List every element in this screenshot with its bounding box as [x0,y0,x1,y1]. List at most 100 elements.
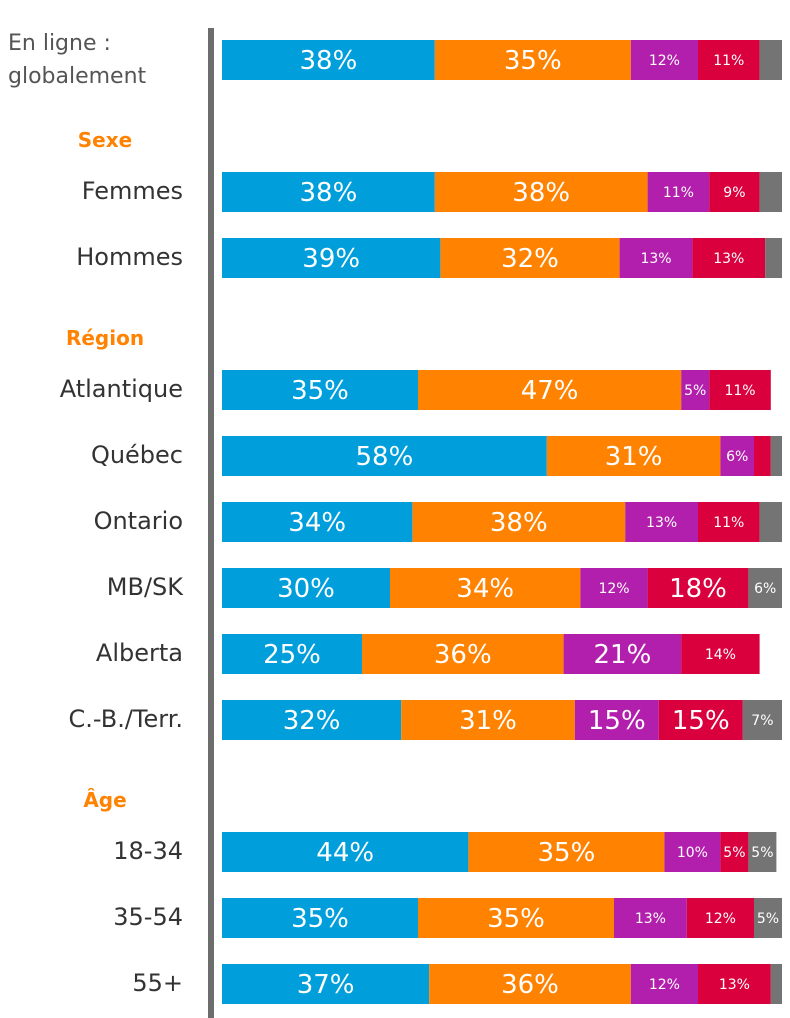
value-label: 30% [277,574,335,604]
value-label: 12% [649,977,680,993]
value-label: 38% [512,178,570,208]
category-label: Femmes [81,177,183,205]
value-label: 7% [751,713,773,729]
bar-segment [222,634,362,674]
value-label: 32% [501,244,559,274]
category-label: 55+ [132,969,183,997]
value-label: 5% [723,845,745,861]
bar-segment [748,568,782,608]
value-label: 11% [713,515,744,531]
value-label: 13% [640,251,671,267]
category-label: 35-54 [113,903,183,931]
value-label: 13% [646,515,677,531]
value-label: 12% [649,53,680,69]
value-label: 47% [521,376,579,406]
group-label: Sexe [77,128,133,152]
value-label: 10% [677,845,708,861]
value-label: 35% [504,46,562,76]
bar-segment [434,172,648,212]
category-label: Hommes [76,243,183,271]
bar-segment [412,502,626,542]
bar-segment [754,898,782,938]
value-label: 18% [669,574,727,604]
category-label: Ontario [93,507,183,535]
value-label: 44% [316,838,374,868]
bar-segment [222,700,402,740]
bar-segment [681,370,710,410]
value-label: 34% [288,508,346,538]
category-label: Alberta [95,639,183,667]
value-label: 36% [434,640,492,670]
value-label: 38% [300,46,358,76]
bar-segment [362,634,564,674]
bar-segment [546,436,721,476]
bar-segment [770,964,782,1004]
value-label: 5% [757,911,779,927]
category-label: Québec [90,441,183,469]
value-label: 35% [291,904,349,934]
group-label: Âge [83,788,127,812]
value-label: 6% [754,581,776,597]
bar-segment [664,832,721,872]
value-label: 11% [663,185,694,201]
bar-segment [222,436,547,476]
bar-segment [619,238,693,278]
bar-segment [692,238,766,278]
bar-segment [686,898,754,938]
category-label: Atlantique [59,375,183,403]
bar-segment [742,700,782,740]
bar-segment [647,568,749,608]
bar-segment [681,634,760,674]
value-label: 15% [588,706,646,736]
bar-segment [390,568,581,608]
bar-segment [563,634,682,674]
value-label: 11% [724,383,755,399]
bar-segment [222,568,390,608]
bar-segment [754,436,771,476]
bar-segment [698,40,760,80]
value-label: 37% [297,970,355,1000]
bar-segment [222,898,418,938]
value-label: 12% [705,911,736,927]
axis-line [208,28,214,1018]
value-label: 34% [456,574,514,604]
bar-segment [434,40,631,80]
value-label: 39% [302,244,360,274]
bar-segment [418,898,614,938]
bar-segment [625,502,698,542]
bar-segment [698,964,771,1004]
category-label: En ligne : globalement [8,31,147,89]
bar-segment [709,172,760,212]
bar-segment [222,172,435,212]
bar-segment [759,172,782,212]
bar-segment [401,700,575,740]
bar-segment [222,40,435,80]
category-label: MB/SK [106,573,183,601]
bar-segment [580,568,648,608]
value-label: 9% [723,185,745,201]
bar-segment [574,700,659,740]
value-label: 25% [263,640,321,670]
value-label: 36% [501,970,559,1000]
bar-segment [614,898,687,938]
bar-segment [698,502,760,542]
value-label: 11% [713,53,744,69]
bar-segment [630,964,698,1004]
value-label: 5% [684,383,706,399]
value-label: 12% [598,581,629,597]
bar-segment [709,370,771,410]
value-label: 13% [635,911,666,927]
bar-segment [647,172,710,212]
category-label: 18-34 [113,837,183,865]
value-label: 35% [487,904,545,934]
value-label: 32% [283,706,341,736]
bar-segment [720,832,749,872]
bar-segment [222,370,418,410]
bar-segment [759,502,782,542]
bar-segment [222,238,441,278]
bar-segment [748,832,777,872]
bar-segment [222,502,413,542]
bar-segment [440,238,620,278]
value-label: 21% [594,640,652,670]
bar-segment [658,700,743,740]
